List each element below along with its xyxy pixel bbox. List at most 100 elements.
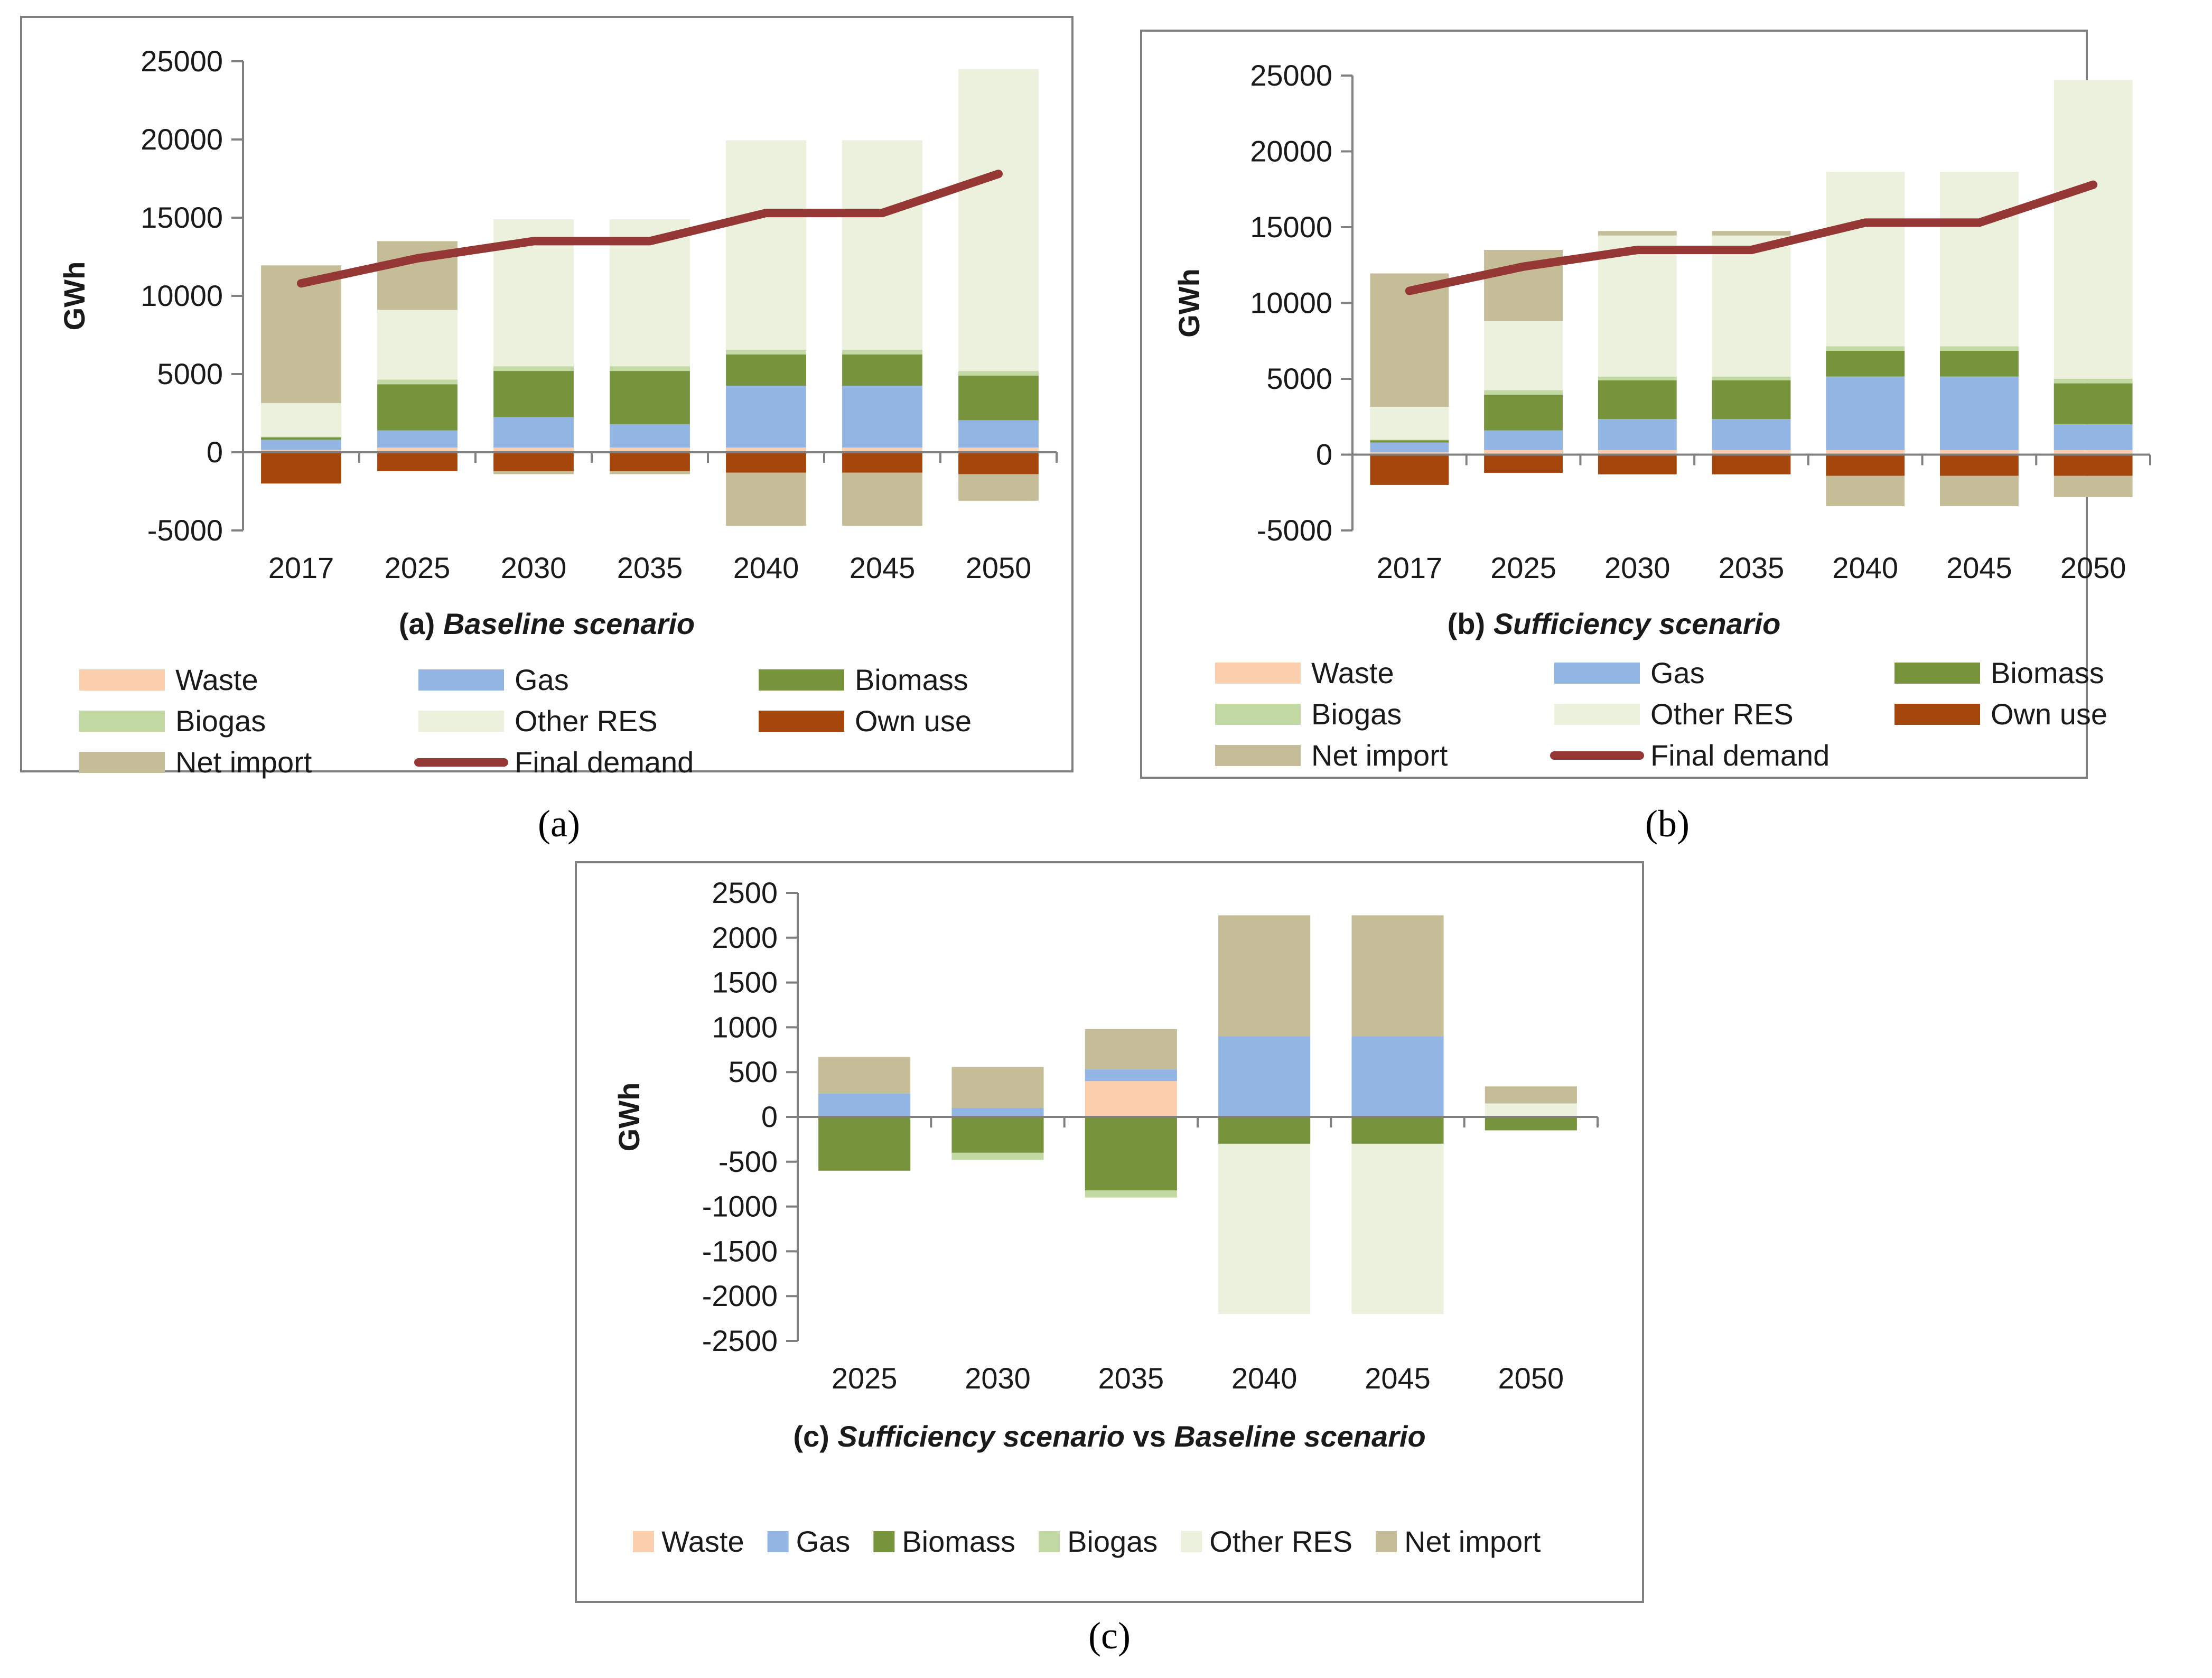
bar-net-import-2045: [1351, 915, 1444, 1037]
legend-swatch-biomass: [1894, 663, 1980, 684]
chart-title-part: Sufficiency scenario: [1494, 607, 1781, 640]
bar-biomass-2045: [842, 355, 922, 386]
x-tick-label: 2045: [1946, 551, 2012, 584]
bar-waste-2040: [1826, 450, 1905, 455]
y-tick-label: 500: [729, 1055, 778, 1088]
y-tick-label: 5000: [157, 357, 223, 390]
bar-gas-2045: [1940, 376, 2019, 450]
legend-label-own-use: Own use: [855, 704, 972, 738]
legend-swatch-biogas: [1039, 1531, 1060, 1552]
legend-swatch-biomass: [759, 669, 844, 691]
chart-title: (c) Sufficiency scenario vs Baseline sce…: [793, 1420, 1425, 1453]
bar-gas-2025: [818, 1093, 911, 1117]
legend-swatch-other-res: [1554, 704, 1640, 725]
legend-label-waste: Waste: [175, 663, 258, 696]
y-tick-label: 5000: [1266, 362, 1332, 395]
legend-label-waste: Waste: [661, 1525, 744, 1558]
bar-own-use-2030: [493, 452, 574, 471]
y-tick-label: 15000: [141, 201, 223, 234]
legend-swatch-net-import: [1376, 1531, 1397, 1552]
bar-biogas-2030: [1598, 376, 1677, 380]
bar-net-import-2045: [1940, 476, 2019, 507]
bar-own-use-2017: [261, 452, 341, 484]
legend-swatch-other-res: [418, 711, 504, 732]
bar-biomass-2017: [1370, 440, 1449, 443]
bar-gas-2050: [2054, 424, 2133, 450]
bar-biomass-2045: [1940, 350, 2019, 377]
y-tick-label: 1500: [712, 966, 778, 999]
x-tick-label: 2017: [268, 551, 334, 584]
legend-swatch-waste: [79, 669, 165, 691]
y-tick-label: 15000: [1250, 210, 1332, 244]
bar-biomass-2025: [818, 1117, 911, 1171]
legend-label-biogas: Biogas: [1067, 1525, 1158, 1558]
y-tick-label: -5000: [1257, 514, 1332, 547]
bar-biomass-2017: [261, 437, 341, 440]
legend-swatch-biogas: [1215, 704, 1301, 725]
legend-label-other-res: Other RES: [515, 704, 658, 738]
bar-waste-2025: [377, 448, 458, 452]
bar-biogas-2017: [261, 436, 341, 437]
bar-waste-2030: [1598, 450, 1677, 455]
bar-net-import-2050: [2054, 476, 2133, 497]
bar-biomass-2025: [1484, 395, 1563, 431]
x-tick-label: 2040: [1231, 1362, 1298, 1395]
bar-biogas-2045: [1940, 346, 2019, 351]
y-tick-label: 0: [1316, 438, 1332, 471]
bar-net-import-2045: [842, 472, 922, 526]
final-demand-line: [297, 170, 1003, 288]
bar-biogas-2025: [377, 379, 458, 385]
chart-c: -2500 -2000 -1500 -1000 -500 0 500 1000 1500 2000…: [575, 861, 1644, 1603]
legend-label-net-import: Net import: [1311, 739, 1448, 772]
chart-frame: [20, 16, 1074, 772]
bar-biomass-2025: [377, 384, 458, 431]
bar-gas-2017: [1370, 442, 1449, 453]
bar-biomass-2040: [1218, 1117, 1311, 1144]
bar-biogas-2045: [842, 350, 922, 355]
legend-label-biogas: Biogas: [1311, 697, 1402, 731]
bar-waste-2030: [493, 448, 574, 452]
bar-net-import-2035: [610, 471, 690, 474]
bar-biomass-2030: [1598, 380, 1677, 420]
bar-biomass-2040: [726, 355, 806, 386]
bar-gas-2017: [261, 440, 341, 450]
y-tick-label: 1000: [712, 1010, 778, 1043]
bar-waste-2017: [261, 450, 341, 452]
bar-gas-2040: [1218, 1036, 1311, 1117]
final-demand-line: [1405, 180, 2098, 295]
x-tick-label: 2050: [966, 551, 1032, 584]
legend-label-biomass: Biomass: [1991, 656, 2104, 689]
legend-label-own-use: Own use: [1991, 697, 2107, 731]
bar-net-import-2030: [1598, 231, 1677, 236]
x-tick-label: 2035: [1719, 551, 1785, 584]
x-tick-label: 2030: [1604, 551, 1670, 584]
chart-title-part: Sufficiency scenario: [837, 1420, 1125, 1453]
bar-biomass-2050: [2054, 383, 2133, 425]
bar-biogas-2035: [610, 366, 690, 371]
bar-biomass-2030: [493, 371, 574, 417]
x-tick-label: 2045: [850, 551, 916, 584]
panel-label-b: (b): [1645, 803, 1690, 845]
legend-label-gas: Gas: [1650, 656, 1705, 689]
bar-own-use-2050: [958, 452, 1039, 474]
bar-waste-2025: [1484, 450, 1563, 455]
bar-biomass-2045: [1351, 1117, 1444, 1144]
x-tick-label: 2045: [1365, 1362, 1431, 1395]
bar-other-res-2050: [958, 69, 1039, 371]
y-tick-label: 25000: [141, 44, 223, 78]
bar-other-res-2040: [1826, 172, 1905, 347]
bar-other-res-2045: [842, 140, 922, 350]
bar-waste-2035: [1085, 1081, 1177, 1117]
bar-biogas-2030: [493, 366, 574, 371]
legend-swatch-net-import: [1215, 745, 1301, 766]
bar-biomass-2050: [958, 375, 1039, 421]
bar-net-import-2035: [1712, 231, 1791, 236]
y-tick-label: -5000: [147, 514, 223, 547]
bar-waste-2035: [610, 448, 690, 452]
x-tick-label: 2025: [1490, 551, 1556, 584]
y-tick-label: -2000: [702, 1279, 778, 1312]
panel-label-a: (a): [538, 803, 580, 845]
bar-waste-2050: [958, 448, 1039, 452]
bar-net-import-2040: [1826, 476, 1905, 507]
legend-label-biomass: Biomass: [902, 1525, 1015, 1558]
